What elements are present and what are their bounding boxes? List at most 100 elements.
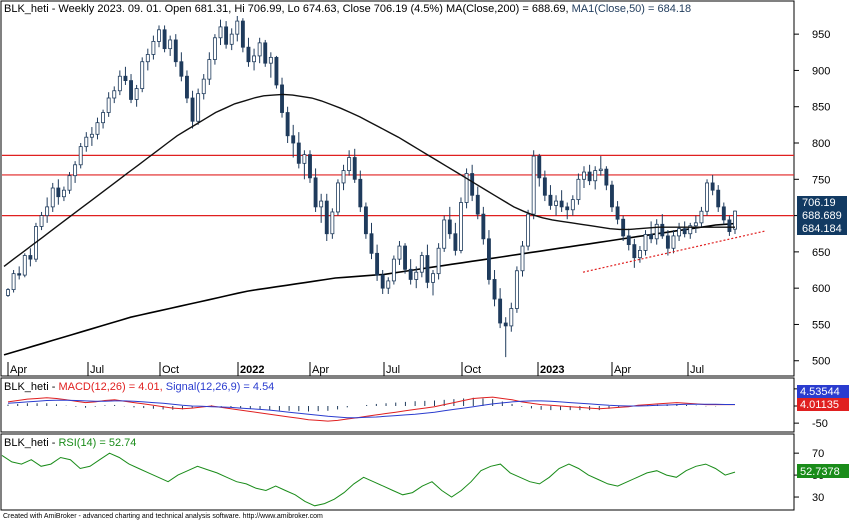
rsi-y-label: 30: [812, 492, 824, 504]
candle-body: [185, 75, 189, 99]
candle-body: [56, 187, 61, 198]
candle-body: [621, 218, 626, 237]
rsi-panel-title: BLK_heti - RSI(14) = 52.74: [4, 437, 136, 449]
candle-body: [280, 84, 284, 113]
candle-body: [693, 222, 698, 227]
candle-body: [565, 206, 570, 211]
candle-body: [246, 46, 251, 63]
candle-body: [240, 20, 245, 48]
candle-body: [67, 175, 72, 191]
candle-body: [733, 210, 737, 230]
candle-body: [291, 135, 296, 144]
candle-body: [537, 155, 542, 179]
candle-body: [604, 168, 609, 186]
candle-body: [481, 213, 486, 240]
rsi-line: [1, 452, 736, 507]
price-y-label: 500: [812, 356, 830, 368]
ma50-line: [3, 93, 735, 267]
ma200-legend: MA(Close,200) = 688.69,: [446, 3, 569, 15]
candle-body: [386, 280, 391, 289]
candle-body: [6, 289, 10, 296]
candle-body: [665, 235, 670, 249]
candle-body: [705, 182, 709, 212]
candle-body: [419, 255, 424, 273]
candle-body: [677, 228, 682, 237]
candle-body: [224, 26, 229, 45]
price-x-axis: Apr Jul Oct 2022 Apr Jul Oct 2023 Apr Jul: [7, 362, 704, 376]
candle-body: [459, 202, 463, 251]
support-trendline: [582, 230, 767, 273]
candle-body: [464, 173, 469, 203]
candle-body: [229, 33, 234, 45]
candle-body: [296, 142, 301, 164]
candle-body: [89, 133, 94, 138]
candle-body: [716, 189, 721, 208]
candle-body: [358, 178, 363, 208]
candle-body: [542, 177, 547, 196]
rsi-title-symbol: BLK_heti: [4, 437, 49, 449]
candle-body: [162, 29, 167, 50]
trendline-group: [582, 230, 767, 273]
footer-credit: Created with AmiBroker - advanced charti…: [3, 513, 323, 520]
candle-body: [526, 213, 531, 247]
candle-body: [531, 155, 536, 215]
candle-body: [626, 235, 631, 246]
candle-body: [470, 173, 475, 196]
rsi-series-line: [1, 452, 736, 507]
ma50-legend: MA1(Close,50) = 684.18: [572, 3, 692, 15]
signal-badge-text: 4.53544: [800, 386, 840, 398]
candle-body: [559, 200, 564, 208]
candle-body: [554, 200, 558, 206]
candle-body: [50, 187, 55, 208]
candle-body: [285, 112, 290, 137]
rsi-panel-frame: [0, 433, 795, 511]
price-badge-bg: [797, 222, 847, 235]
candle-body: [302, 154, 307, 164]
candle-body: [151, 41, 156, 55]
candle-body: [212, 37, 217, 60]
candle-body: [598, 168, 603, 171]
candle-body: [179, 61, 184, 77]
candle-body: [101, 112, 106, 124]
price-badge-bg: [797, 209, 847, 222]
candle-body: [380, 274, 385, 289]
candle-body: [252, 55, 256, 63]
candle-body: [313, 177, 318, 208]
candle-body: [408, 268, 413, 280]
candle-body: [157, 29, 161, 42]
candle-body: [196, 93, 201, 122]
price-y-label: 850: [812, 102, 830, 114]
ma200-line-group: [3, 222, 736, 356]
price-y-label: 550: [812, 319, 830, 331]
candle-body: [117, 75, 122, 92]
candle-body: [140, 61, 145, 89]
price-y-label: 600: [812, 283, 830, 295]
candle-body: [509, 308, 514, 327]
candle-body: [129, 80, 133, 100]
candle-body: [218, 26, 223, 39]
candlestick-series: [6, 16, 737, 358]
candle-body: [173, 39, 178, 63]
candle-body: [699, 210, 704, 224]
candle-body: [324, 200, 329, 235]
price-x-label: Jul: [386, 364, 400, 376]
macd-line: [7, 396, 735, 422]
candle-body: [11, 273, 16, 291]
candle-body: [84, 136, 89, 148]
macd-lines: [7, 396, 735, 422]
rsi-badge: 52.7378: [797, 464, 849, 478]
price-y-label: 800: [812, 138, 830, 150]
candle-body: [576, 178, 581, 201]
rsi-badge-text: 52.7378: [800, 466, 840, 478]
price-x-label: Oct: [464, 364, 481, 376]
macd-legend: MACD(12,26) = 4.01,: [58, 381, 162, 393]
price-y-label: 950: [812, 29, 830, 41]
price-title-info: - Weekly 2023. 09. 01. Open 681.31, Hi 7…: [49, 3, 446, 15]
candle-body: [201, 78, 206, 95]
candle-body: [308, 154, 312, 179]
candle-body: [168, 39, 173, 50]
candle-body: [375, 252, 380, 276]
candle-body: [447, 219, 452, 235]
